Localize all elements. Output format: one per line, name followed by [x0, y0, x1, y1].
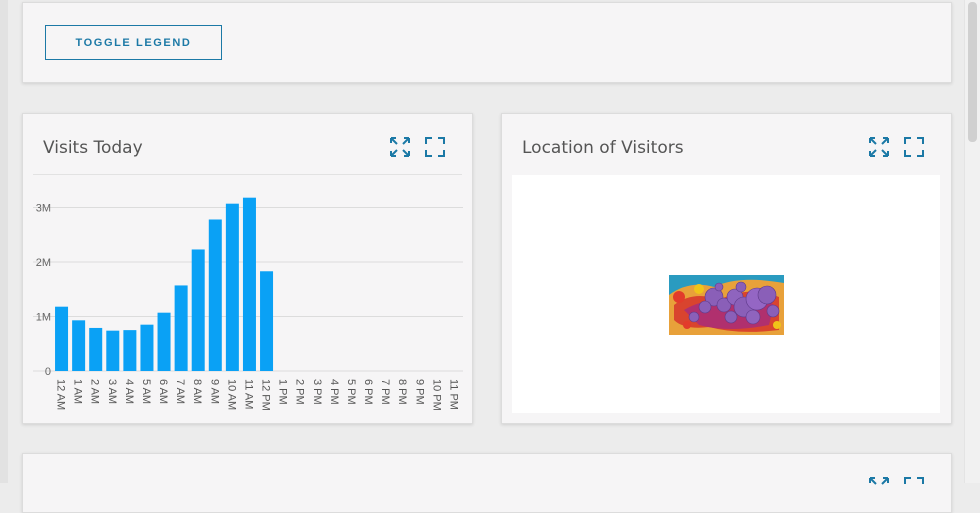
x-tick-label: 5 AM [140, 379, 152, 404]
x-tick-label: 11 AM [242, 379, 254, 409]
y-tick-label: 0 [45, 366, 51, 378]
expand-arrows-icon[interactable] [868, 136, 890, 158]
bar [242, 197, 256, 371]
x-tick-label: 3 PM [311, 379, 323, 405]
x-tick-label: 6 PM [362, 379, 374, 405]
bar [140, 324, 154, 371]
x-tick-label: 10 AM [225, 379, 237, 410]
x-tick-label: 9 AM [208, 379, 220, 404]
x-tick-label: 9 PM [413, 379, 425, 405]
card-title: Visits Today [43, 138, 143, 158]
bar [106, 330, 120, 371]
x-tick-label: 1 PM [277, 379, 289, 405]
x-tick-label: 12 AM [55, 379, 67, 410]
expand-arrows-icon[interactable] [868, 476, 890, 498]
x-tick-label: 8 AM [191, 379, 203, 404]
bar [89, 327, 103, 371]
x-tick-label: 7 PM [379, 379, 391, 405]
expand-arrows-icon[interactable] [389, 136, 411, 158]
visitor-bubble-map-image [669, 275, 784, 335]
x-tick-label: 2 PM [294, 379, 306, 405]
bar [191, 249, 205, 371]
bottom-card [22, 453, 952, 513]
x-tick-label: 7 AM [174, 379, 186, 404]
visits-today-card: Visits Today 0 1M 2M 3M 12 AM 1 AM 2 AM 3 AM 4 A… [22, 113, 473, 424]
fullscreen-icon[interactable] [424, 136, 446, 158]
card-title: Location of Visitors [522, 138, 684, 158]
bar [260, 271, 274, 371]
x-tick-label: 4 AM [123, 379, 135, 404]
bar [208, 219, 222, 371]
scrollbar-thumb[interactable] [968, 2, 977, 142]
bar [174, 285, 188, 371]
x-tick-label: 1 AM [72, 379, 84, 404]
bar [72, 320, 86, 371]
toggle-legend-button[interactable]: TOGGLE LEGEND [45, 25, 222, 60]
x-tick-label: 11 PM [447, 379, 459, 410]
y-tick-label: 2M [36, 257, 51, 269]
x-tick-label: 10 PM [430, 379, 442, 411]
fullscreen-icon[interactable] [903, 476, 925, 498]
bar [55, 306, 69, 371]
location-card: Location of Visitors [501, 113, 952, 424]
chart-divider [33, 174, 462, 175]
fullscreen-icon[interactable] [903, 136, 925, 158]
bar [157, 312, 171, 371]
toolbar-card: TOGGLE LEGEND [22, 2, 952, 83]
y-tick-label: 3M [36, 203, 51, 215]
x-tick-label: 6 AM [157, 379, 169, 404]
visitor-map [512, 175, 940, 413]
y-tick-label: 1M [36, 312, 51, 324]
page-scrollbar[interactable] [964, 0, 980, 483]
x-tick-label: 5 PM [345, 379, 357, 405]
visits-bar-chart: 0 1M 2M 3M 12 AM 1 AM 2 AM 3 AM 4 AM 5 AM 6 AM 7 AM… [33, 197, 463, 411]
bar [225, 203, 239, 371]
x-tick-label: 4 PM [328, 379, 340, 405]
x-tick-label: 2 AM [89, 379, 101, 404]
x-tick-label: 8 PM [396, 379, 408, 405]
x-tick-label: 12 PM [260, 379, 272, 411]
x-tick-label: 3 AM [106, 379, 118, 404]
left-gutter [0, 0, 8, 483]
bar [123, 330, 137, 371]
